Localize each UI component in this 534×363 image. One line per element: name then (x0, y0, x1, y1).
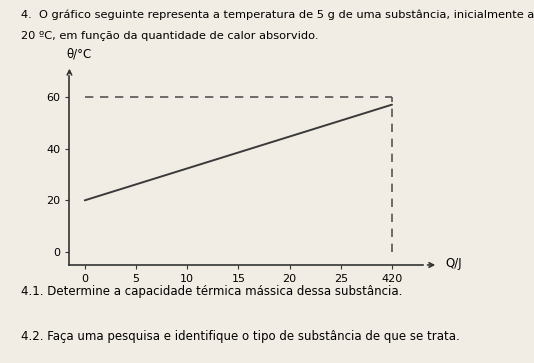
Text: Q/J: Q/J (445, 257, 462, 270)
Text: 4.2. Faça uma pesquisa e identifique o tipo de substância de que se trata.: 4.2. Faça uma pesquisa e identifique o t… (21, 330, 460, 343)
Text: θ/°C: θ/°C (66, 48, 92, 61)
Text: 4.  O gráfico seguinte representa a temperatura de 5 g de uma substância, inicia: 4. O gráfico seguinte representa a tempe… (21, 9, 534, 20)
Text: 20 ºC, em função da quantidade de calor absorvido.: 20 ºC, em função da quantidade de calor … (21, 31, 319, 41)
Text: 4.1. Determine a capacidade térmica mássica dessa substância.: 4.1. Determine a capacidade térmica máss… (21, 285, 403, 298)
